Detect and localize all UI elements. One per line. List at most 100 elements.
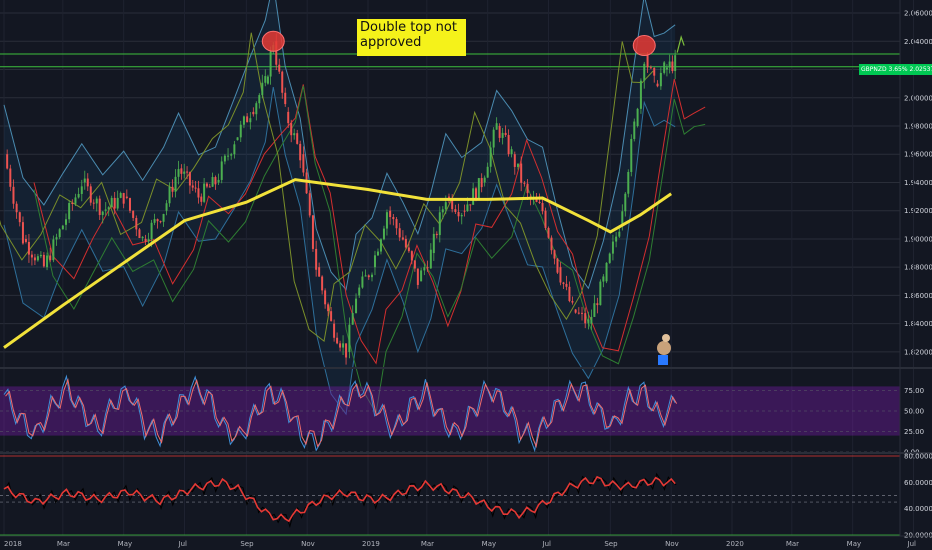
candle-body <box>236 137 239 141</box>
x-tick-label: 2019 <box>362 540 380 548</box>
candle-body <box>674 55 677 72</box>
y-tick-label: 1.86000 <box>904 292 932 300</box>
candle-body <box>116 197 119 209</box>
candle-body <box>535 197 538 202</box>
candle-body <box>401 237 404 240</box>
candle-body <box>246 116 249 123</box>
candle-body <box>553 250 556 259</box>
candle-body <box>495 123 498 130</box>
candle-body <box>615 236 618 242</box>
y-tick-label: 1.92000 <box>904 207 932 215</box>
candle-body <box>147 239 150 242</box>
candle-body <box>275 41 278 65</box>
candle-body <box>392 217 395 220</box>
candle-body <box>55 237 58 240</box>
candle-body <box>526 183 529 194</box>
cloud-red-line <box>33 78 706 365</box>
x-tick-label: Sep <box>240 540 254 548</box>
candle-body <box>574 309 577 313</box>
candle-body <box>382 228 385 240</box>
candle-body <box>649 67 652 69</box>
candle-body <box>6 154 9 169</box>
candle-body <box>141 236 144 239</box>
candle-body <box>370 274 373 278</box>
candle-body <box>646 55 649 68</box>
candle-body <box>663 62 666 73</box>
cloud-green-line <box>33 85 706 415</box>
candle-body <box>255 103 258 115</box>
candle-body <box>203 183 206 202</box>
candle-body <box>510 149 513 155</box>
candle-body <box>486 166 489 178</box>
candle-body <box>58 229 61 238</box>
candle-body <box>68 202 71 220</box>
candle-body <box>451 197 454 210</box>
candle-body <box>627 171 630 194</box>
candle-body <box>122 193 125 204</box>
candle-body <box>466 204 469 212</box>
candle-body <box>89 186 92 203</box>
candle-body <box>358 287 361 296</box>
candle-body <box>36 256 39 261</box>
x-tick-label: Sep <box>604 540 618 548</box>
candle-body <box>208 186 211 188</box>
candle-body <box>639 80 642 109</box>
candle-body <box>547 227 550 238</box>
candle-body <box>395 219 398 229</box>
x-tick-label: Mar <box>421 540 434 548</box>
candle-body <box>174 176 177 192</box>
candle-body <box>266 76 269 84</box>
candle-body <box>305 172 308 194</box>
stoch-d-line <box>5 377 678 449</box>
osc-tick-label: 80.00000 <box>904 453 932 461</box>
candle-body <box>299 143 302 161</box>
x-tick-label: May <box>118 540 132 548</box>
candle-body <box>24 238 27 242</box>
candle-body <box>416 268 419 285</box>
upper-band-line <box>3 0 676 291</box>
candle-body <box>556 258 559 273</box>
candle-body <box>438 212 441 236</box>
osc-tick-label: 40.00000 <box>904 505 932 513</box>
candle-body <box>571 301 574 303</box>
candle-body <box>239 124 242 138</box>
candle-body <box>577 312 580 314</box>
candle-body <box>480 178 483 188</box>
candle-body <box>489 147 492 167</box>
candle-body <box>296 133 299 144</box>
x-tick-label: May <box>482 540 496 548</box>
candle-body <box>463 210 466 212</box>
candle-body <box>420 270 423 282</box>
y-tick-label: 2.00000 <box>904 94 932 102</box>
candle-body <box>656 83 659 87</box>
candle-body <box>269 51 272 77</box>
candle-body <box>92 202 95 204</box>
candle-body <box>252 111 255 115</box>
candle-body <box>581 312 584 314</box>
y-tick-label: 1.96000 <box>904 151 932 159</box>
candle-body <box>562 282 565 284</box>
double-top-marker <box>261 30 285 52</box>
candle-body <box>457 211 460 217</box>
candle-body <box>605 262 608 282</box>
candle-body <box>454 209 457 212</box>
candle-body <box>12 186 15 204</box>
candle-body <box>559 267 562 283</box>
candle-body <box>180 168 183 174</box>
candle-body <box>584 313 587 324</box>
candle-body <box>214 177 217 185</box>
candle-body <box>61 225 64 230</box>
stoch-tick-label: 50.00 <box>904 408 924 416</box>
candle-body <box>188 172 191 186</box>
candle-body <box>523 182 526 184</box>
candle-body <box>125 196 128 199</box>
candle-body <box>86 178 89 187</box>
arrow-indicator <box>676 35 685 53</box>
candle-body <box>83 178 86 183</box>
candle-body <box>432 233 435 254</box>
candle-body <box>385 212 388 229</box>
candle-body <box>516 163 519 167</box>
candle-body <box>162 214 165 222</box>
candle-body <box>472 188 475 205</box>
